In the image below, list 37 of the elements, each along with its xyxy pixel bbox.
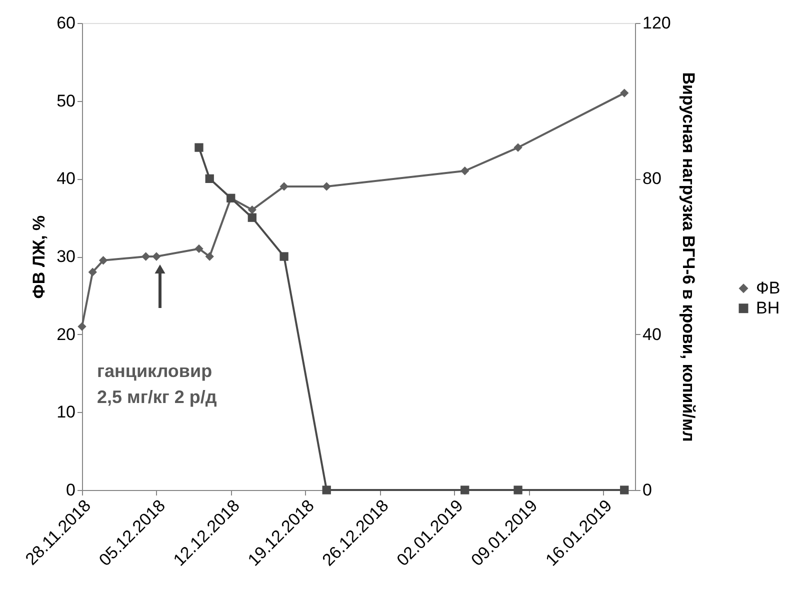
legend-label: ФВ [756,278,780,298]
y2-axis-title: Вирусная нагрузка ВГЧ-6 в крови, копий/мл [678,72,698,442]
point [152,252,161,261]
legend-label: ВН [756,298,780,318]
y2-tick-label: 40 [642,324,662,344]
point [194,143,204,152]
point [460,486,470,494]
y2-tick-label: 0 [642,480,652,500]
point [98,256,108,265]
y-tick-label: 60 [56,14,76,32]
point [514,143,522,152]
y-tick-label: 30 [56,247,76,266]
point [78,322,86,331]
point [322,486,331,494]
point [141,252,150,261]
point [205,252,214,261]
point [248,205,256,214]
point [322,182,331,191]
point [248,213,256,222]
y2-tick-label: 120 [642,14,671,32]
y-tick-label: 50 [56,91,76,110]
annotation: ганцикловир 2,5 мг/кг 2 р/д [97,361,218,407]
y-tick-label: 10 [56,402,76,422]
point [620,88,629,98]
y-axis-title: ФВ ЛЖ, % [30,215,49,299]
point [514,486,522,494]
point [88,268,97,276]
point [194,244,204,254]
point [460,166,470,176]
y-tick-label: 0 [66,480,76,500]
point [205,174,214,183]
y-tick-label: 40 [56,169,76,188]
point [620,486,629,494]
y2-tick-label: 80 [642,169,662,188]
point [280,252,288,261]
y-tick-label: 20 [56,324,76,344]
point [280,182,288,191]
